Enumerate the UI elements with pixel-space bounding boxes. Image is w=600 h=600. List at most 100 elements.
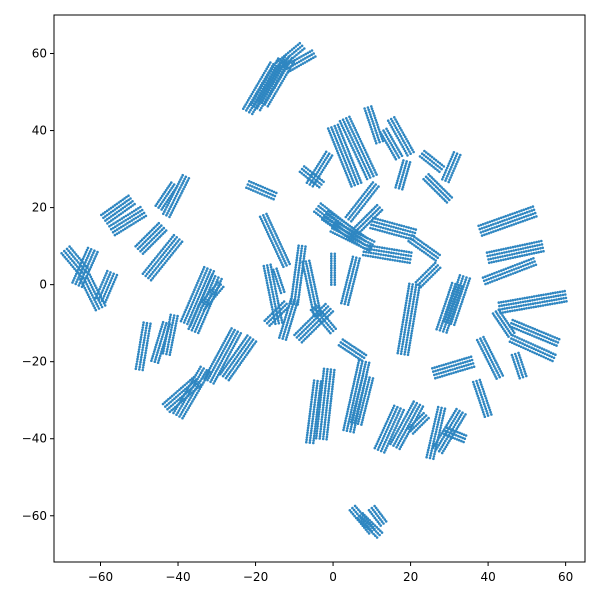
scatter-point (358, 371, 362, 375)
scatter-point (63, 249, 66, 253)
scatter-point (139, 249, 142, 253)
scatter-point (351, 387, 355, 390)
scatter-point (375, 221, 379, 224)
scatter-point (333, 283, 337, 286)
scatter-point (295, 258, 299, 262)
scatter-point (396, 122, 400, 126)
scatter-point (349, 420, 353, 424)
scatter-point (350, 287, 354, 290)
scatter-point (259, 86, 263, 90)
scatter-point (169, 396, 172, 400)
scatter-point (478, 388, 481, 392)
scatter-point (509, 220, 512, 224)
scatter-point (450, 299, 453, 303)
scatter-point (430, 432, 434, 435)
scatter-point (286, 258, 290, 261)
scatter-point (400, 249, 404, 253)
scatter-point (270, 90, 274, 94)
scatter-point (349, 142, 352, 145)
scatter-point (302, 257, 306, 260)
scatter-point (265, 212, 268, 216)
scatter-point (475, 390, 478, 393)
scatter-point (389, 411, 393, 414)
scatter-point (402, 408, 406, 412)
scatter-point (83, 286, 87, 290)
scatter-point (342, 225, 346, 228)
scatter-point (277, 59, 280, 63)
scatter-point (269, 265, 273, 269)
scatter-point (504, 214, 508, 218)
scatter-point (407, 307, 411, 310)
scatter-point (469, 362, 473, 366)
scatter-point (330, 392, 334, 396)
scatter-point (407, 254, 410, 257)
scatter-point (387, 254, 390, 257)
scatter-point (385, 223, 388, 227)
scatter-point (283, 251, 287, 255)
scatter-point (438, 318, 442, 322)
scatter-point (265, 281, 269, 285)
scatter-point (483, 392, 486, 396)
scatter-point (188, 404, 192, 407)
scatter-point (402, 181, 406, 184)
scatter-point (404, 348, 407, 351)
scatter-point (217, 358, 221, 361)
scatter-point (196, 377, 199, 381)
scatter-point (264, 95, 267, 98)
scatter-point (348, 417, 351, 421)
scatter-point (201, 286, 205, 290)
scatter-point (326, 423, 330, 427)
scatter-point (479, 391, 482, 394)
scatter-point (272, 94, 276, 97)
scatter-point (498, 227, 502, 231)
scatter-point (454, 308, 457, 312)
scatter-point (404, 143, 408, 147)
scatter-point (366, 366, 370, 369)
scatter-point (80, 280, 83, 283)
scatter-point (166, 241, 169, 245)
scatter-point (183, 383, 187, 387)
scatter-point (487, 224, 491, 228)
scatter-point (347, 231, 351, 235)
scatter-point (171, 209, 175, 212)
scatter-point (162, 347, 166, 350)
scatter-point (173, 397, 176, 401)
scatter-point (268, 296, 272, 299)
scatter-point (510, 253, 514, 256)
scatter-point (520, 209, 523, 212)
scatter-point (364, 254, 368, 257)
scatter-point (415, 300, 419, 304)
scatter-point (180, 411, 184, 414)
scatter-point (76, 254, 79, 258)
scatter-point (132, 218, 135, 221)
scatter-point (339, 231, 343, 234)
scatter-point (356, 264, 360, 267)
scatter-point (224, 365, 227, 368)
scatter-point (394, 157, 398, 161)
scatter-point (149, 230, 152, 233)
scatter-point (295, 336, 299, 339)
scatter-point (171, 336, 175, 340)
scatter-point (142, 361, 146, 365)
scatter-point (383, 451, 386, 454)
scatter-point (389, 117, 393, 121)
scatter-point (316, 403, 320, 407)
scatter-point (195, 385, 199, 389)
scatter-point (436, 405, 440, 409)
scatter-point (232, 365, 236, 368)
scatter-point (223, 347, 226, 351)
scatter-point (155, 229, 158, 232)
scatter-point (367, 395, 370, 399)
scatter-point (274, 322, 277, 326)
scatter-point (113, 204, 117, 207)
scatter-point (317, 301, 320, 305)
scatter-point (394, 418, 397, 422)
scatter-point (289, 322, 293, 326)
scatter-point (142, 363, 145, 367)
scatter-point (201, 270, 204, 274)
scatter-point (283, 330, 287, 334)
scatter-point (290, 294, 294, 298)
scatter-point (254, 182, 258, 186)
scatter-point (178, 388, 181, 392)
scatter-point (263, 272, 267, 275)
